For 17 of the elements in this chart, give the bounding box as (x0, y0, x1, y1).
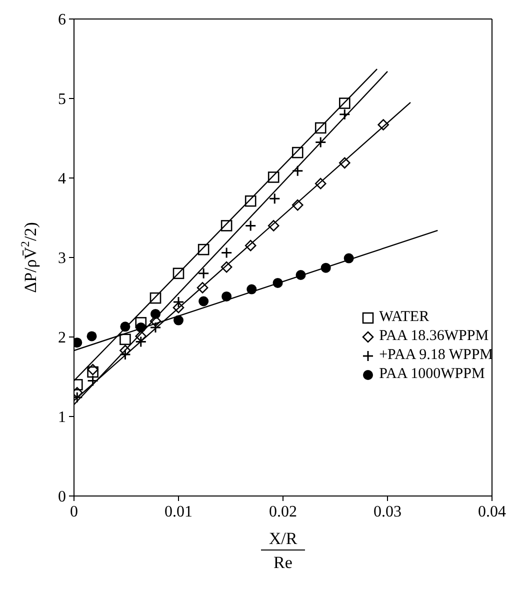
x-tick-label: 0 (70, 503, 78, 520)
x-tick-label: 0.01 (164, 503, 192, 520)
y-tick-label: 3 (58, 250, 66, 268)
x-tick-label: 0.04 (478, 503, 506, 520)
y-tick-label: 1 (58, 409, 66, 426)
legend-label: +PAA 9.18 WPPM (379, 346, 493, 365)
y-tick-label: 4 (58, 170, 66, 188)
y-tick-label: 6 (58, 12, 66, 29)
y-tick-label: 0 (58, 488, 66, 506)
legend-label: PAA 1000WPPM (379, 365, 485, 384)
y-tick-label: 5 (58, 91, 66, 108)
y-tick-label: 2 (58, 330, 66, 347)
x-axis-title: X/R Re (268, 529, 298, 572)
x-tick-label: 0.03 (374, 503, 402, 520)
legend-label: WATER (379, 308, 430, 327)
x-tick-label: 0.02 (269, 503, 297, 520)
legend-label: PAA 18.36WPPM (379, 327, 489, 346)
